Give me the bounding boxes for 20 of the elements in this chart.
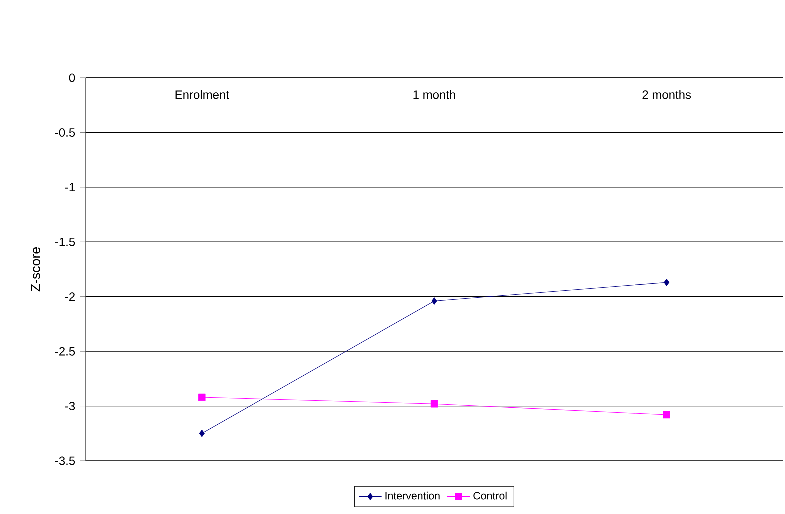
point — [198, 394, 206, 402]
y-tick-label: 0 — [69, 74, 76, 82]
y-tick-label: -3.5 — [55, 456, 76, 466]
y-tick-label: -0.5 — [55, 128, 76, 137]
y-tick-label: -1 — [65, 183, 76, 192]
legend-label: Intervention — [386, 492, 440, 500]
x-tick-label: 1 month — [414, 90, 456, 100]
point — [199, 430, 205, 438]
y-tick-label: -3 — [65, 402, 76, 411]
point — [663, 411, 670, 419]
y-tick-label: -1.5 — [55, 238, 76, 246]
y-tick-label: -2 — [65, 292, 75, 302]
point — [664, 279, 670, 286]
legend-label: Control — [474, 492, 507, 500]
y-axis-title: Z-score — [31, 248, 40, 292]
y-tick-label: -2.5 — [55, 347, 76, 356]
point — [430, 400, 438, 408]
point — [432, 298, 438, 305]
x-tick-label: Enrolment — [176, 90, 230, 100]
x-tick-label: 2 months — [642, 90, 692, 100]
